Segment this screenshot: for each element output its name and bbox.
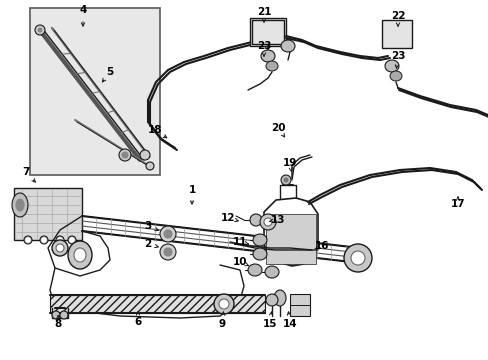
Ellipse shape xyxy=(74,248,86,262)
Ellipse shape xyxy=(264,218,271,226)
Ellipse shape xyxy=(52,311,60,319)
Bar xyxy=(289,294,309,316)
Ellipse shape xyxy=(163,230,172,238)
Text: 21: 21 xyxy=(256,7,271,17)
Bar xyxy=(50,295,264,313)
Text: 16: 16 xyxy=(314,241,328,251)
Text: 14: 14 xyxy=(282,319,297,329)
Ellipse shape xyxy=(265,61,278,71)
Bar xyxy=(381,20,411,48)
Text: 20: 20 xyxy=(270,123,285,133)
Bar xyxy=(249,18,285,46)
Text: 15: 15 xyxy=(262,319,277,329)
Ellipse shape xyxy=(122,152,128,158)
Text: 12: 12 xyxy=(220,213,235,223)
Text: 6: 6 xyxy=(134,317,142,327)
Ellipse shape xyxy=(52,240,68,256)
Text: 3: 3 xyxy=(144,221,151,231)
Text: 9: 9 xyxy=(218,319,225,329)
Ellipse shape xyxy=(16,199,24,211)
Ellipse shape xyxy=(38,28,42,32)
Ellipse shape xyxy=(252,248,266,260)
Ellipse shape xyxy=(56,236,64,244)
Ellipse shape xyxy=(68,241,92,269)
Text: 22: 22 xyxy=(390,11,405,21)
Ellipse shape xyxy=(265,294,278,306)
Ellipse shape xyxy=(12,193,28,217)
Text: 11: 11 xyxy=(232,237,247,247)
Ellipse shape xyxy=(389,71,401,81)
Ellipse shape xyxy=(146,162,154,170)
Ellipse shape xyxy=(60,311,68,319)
Ellipse shape xyxy=(119,149,131,161)
Ellipse shape xyxy=(140,150,150,160)
Ellipse shape xyxy=(247,264,262,276)
Bar xyxy=(14,188,82,240)
Bar xyxy=(30,8,160,175)
Ellipse shape xyxy=(264,266,279,278)
Text: 1: 1 xyxy=(188,185,195,195)
Ellipse shape xyxy=(26,238,30,242)
Text: 7: 7 xyxy=(22,167,30,177)
Ellipse shape xyxy=(350,251,364,265)
Ellipse shape xyxy=(24,236,32,244)
Text: 5: 5 xyxy=(106,67,113,77)
Ellipse shape xyxy=(281,175,290,185)
Ellipse shape xyxy=(56,244,64,252)
Text: 17: 17 xyxy=(450,199,465,209)
Text: 18: 18 xyxy=(147,125,162,135)
Ellipse shape xyxy=(58,238,62,242)
Text: 2: 2 xyxy=(144,239,151,249)
Ellipse shape xyxy=(160,244,176,260)
Ellipse shape xyxy=(284,178,287,182)
Text: 4: 4 xyxy=(79,5,86,15)
Text: 13: 13 xyxy=(270,215,285,225)
Ellipse shape xyxy=(214,294,234,314)
Bar xyxy=(265,214,315,264)
Ellipse shape xyxy=(163,248,172,256)
Ellipse shape xyxy=(219,299,228,309)
Text: 8: 8 xyxy=(54,319,61,329)
Ellipse shape xyxy=(42,238,46,242)
Ellipse shape xyxy=(252,234,266,246)
Ellipse shape xyxy=(68,236,76,244)
Ellipse shape xyxy=(40,236,48,244)
Ellipse shape xyxy=(260,214,275,230)
Ellipse shape xyxy=(35,25,45,35)
Text: 23: 23 xyxy=(390,51,405,61)
Ellipse shape xyxy=(249,214,262,226)
Ellipse shape xyxy=(384,60,398,72)
Ellipse shape xyxy=(261,50,274,62)
Ellipse shape xyxy=(343,244,371,272)
Text: 23: 23 xyxy=(256,41,271,51)
Ellipse shape xyxy=(273,290,285,306)
Text: 10: 10 xyxy=(232,257,247,267)
Ellipse shape xyxy=(281,40,294,52)
Ellipse shape xyxy=(160,226,176,242)
Text: 19: 19 xyxy=(282,158,297,168)
Ellipse shape xyxy=(70,238,74,242)
